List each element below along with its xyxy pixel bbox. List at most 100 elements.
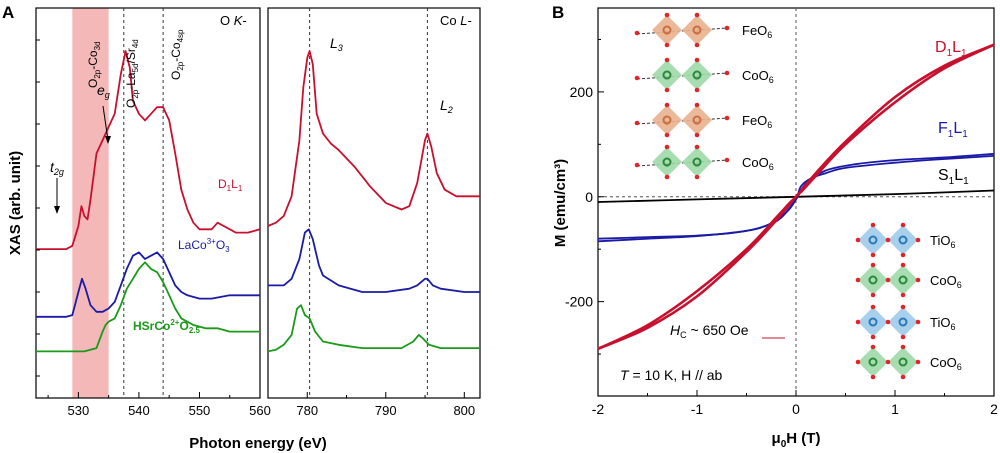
l3-label: L3 — [330, 35, 343, 53]
octahedron-shape — [888, 307, 918, 337]
oxygen-atom — [870, 292, 876, 298]
series-label-lacoo3: LaCo3+O3 — [178, 237, 230, 254]
oxygen-atom — [724, 25, 730, 31]
x-tick-label: 1 — [891, 401, 899, 417]
x-tick-label: 2 — [990, 401, 998, 417]
inset-bottom-label: TiO6 — [930, 233, 955, 250]
temperature-annotation: T = 10 K, H // ab — [620, 367, 723, 383]
octahedron-shape — [858, 225, 888, 255]
x-tick-label: 0 — [792, 401, 800, 417]
x-tick-label: -2 — [592, 401, 605, 417]
eg-arrow — [102, 105, 109, 141]
inset-top-label: FeO6 — [742, 23, 772, 40]
chain-bond — [636, 72, 729, 80]
inset-top-structure: FeO6 CoO6 FeO6 CoO6 — [634, 12, 774, 180]
panel-b: B -2 -1 0 1 2 -200 0 200 M (emu/cm³) μ0H (T) D1… — [552, 3, 998, 450]
xas-series — [36, 50, 480, 353]
inset-bottom-structure: TiO6 CoO6 TiO6 CoO6 — [855, 222, 962, 380]
series-LaCo3+O3-col — [268, 228, 480, 293]
oxygen-atom — [885, 237, 891, 243]
panel-b-ylabel: M (emu/cm³) — [552, 159, 569, 247]
y-tick-label: -200 — [565, 294, 593, 310]
cation-atom — [662, 70, 672, 80]
oxygen-atom — [885, 359, 891, 365]
x-ticks: 530 540 550 560 780 790 800 — [36, 39, 475, 418]
l2-label: L2 — [440, 97, 453, 115]
x-tick-label: 780 — [296, 403, 318, 418]
oxygen-atom — [885, 319, 891, 325]
oxygen-atom — [664, 57, 670, 63]
oxygen-atom — [664, 174, 670, 180]
oxygen-atom — [694, 132, 700, 138]
octahedron-shape — [652, 105, 682, 135]
octahedron-shape — [888, 225, 918, 255]
cation-atom — [662, 115, 672, 125]
oxygen-atom — [634, 162, 640, 168]
oxygen-atom — [870, 304, 876, 310]
oxygen-atom — [664, 12, 670, 18]
octahedron-shape — [858, 265, 888, 295]
t2g-label: t2g — [50, 159, 64, 177]
oxygen-atom — [664, 132, 670, 138]
oxygen-atom — [870, 334, 876, 340]
series-HSrCo2+O2.5-col — [267, 304, 480, 353]
cation-atom — [898, 275, 908, 285]
co4sp-label: O2p-Co4sp — [169, 29, 185, 80]
oxygen-atom — [900, 222, 906, 228]
label-s1l1: S1L1 — [938, 167, 969, 187]
oxygen-atom — [694, 42, 700, 48]
band-label: O2p-Co3d — [86, 42, 102, 89]
panel-b-xlabel: μ0H (T) — [772, 430, 821, 450]
octahedron-shape — [682, 60, 712, 90]
x-tick-label: 560 — [249, 403, 271, 418]
o-k-edge-label: O K- — [220, 13, 247, 28]
mh-ticks: -2 -1 0 1 2 -200 0 200 — [565, 38, 998, 417]
series-D1L1-col — [267, 50, 480, 227]
oxygen-atom — [724, 115, 730, 121]
x-tick-label: 530 — [68, 403, 90, 418]
cation-atom — [868, 317, 878, 327]
cation-atom — [692, 70, 702, 80]
eg-arrowhead — [105, 136, 111, 144]
label-d1l1: D1L1 — [935, 39, 967, 59]
octahedron-shape — [682, 105, 712, 135]
panel-a-label: A — [2, 3, 14, 22]
inset-top-label: FeO6 — [742, 113, 772, 130]
oxygen-atom — [664, 42, 670, 48]
series-HSrCo2+O2.5-ok — [36, 261, 260, 353]
oxygen-atom — [870, 252, 876, 258]
oxygen-atom — [870, 222, 876, 228]
oxygen-atom — [634, 120, 640, 126]
series-label-d1l1: D1L1 — [218, 177, 243, 193]
octahedron-shape — [652, 147, 682, 177]
oxygen-atom — [664, 144, 670, 150]
octahedron-shape — [888, 347, 918, 377]
oxygen-atom — [694, 57, 700, 63]
oxygen-atom — [885, 277, 891, 283]
chain-bond — [636, 159, 729, 167]
cation-atom — [898, 317, 908, 327]
y-tick-label: 200 — [570, 84, 594, 100]
oxygen-atom — [900, 334, 906, 340]
axes-col — [267, 7, 481, 399]
cation-atom — [868, 357, 878, 367]
series-D1L1-branch-down — [597, 43, 995, 350]
oxygen-atom — [900, 262, 906, 268]
mh-series — [597, 43, 995, 350]
octahedron-shape — [652, 60, 682, 90]
panel-a-ylabel: XAS (arb. unit) — [7, 151, 24, 255]
oxygen-atom — [870, 344, 876, 350]
oxygen-atom — [900, 344, 906, 350]
oxygen-atom — [915, 237, 921, 243]
cation-atom — [692, 157, 702, 167]
inset-bottom-label: CoO6 — [930, 273, 962, 290]
oxygen-atom — [694, 144, 700, 150]
label-f1l1: F1L1 — [938, 120, 968, 140]
eg-label: eg — [97, 82, 110, 100]
oxygen-atom — [634, 30, 640, 36]
oxygen-atom — [915, 319, 921, 325]
cation-atom — [692, 115, 702, 125]
y-tick-label: 0 — [585, 189, 593, 205]
x-tick-label: 800 — [453, 403, 475, 418]
